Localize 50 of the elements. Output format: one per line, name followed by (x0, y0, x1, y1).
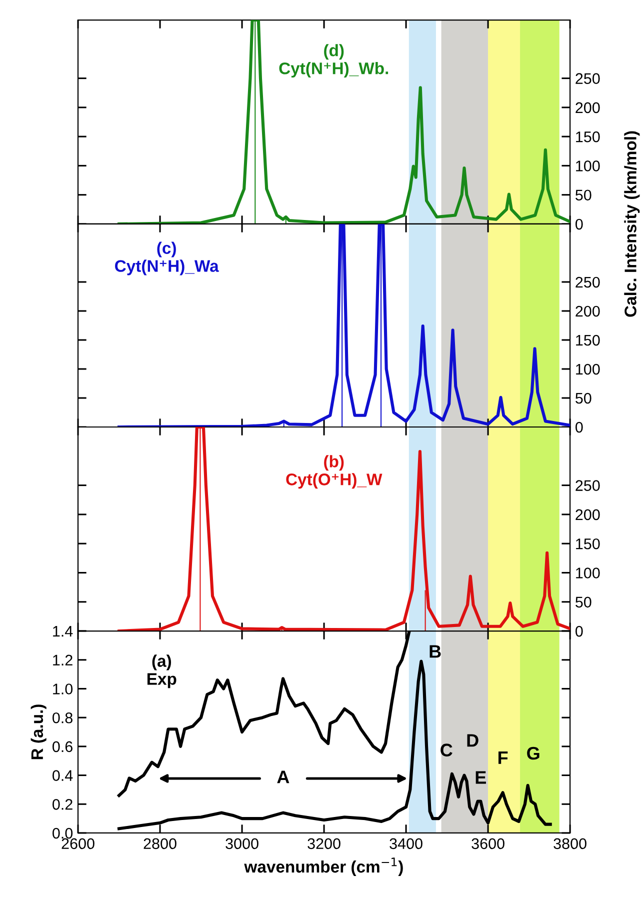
annotation: (c) Cyt(N⁺H)_Wa (115, 242, 219, 276)
annotation: E (476, 771, 486, 784)
y2-tick-label: 0 (576, 218, 583, 230)
annotation: (d) Cyt(N⁺H)_Wb. (279, 44, 388, 78)
y-axis-title: R (a.u.) (30, 704, 46, 760)
y2-tick-label: 150 (576, 538, 600, 550)
annotation: (b) Cyt(O⁺H)_W (286, 455, 382, 489)
y-tick-label: 0.4 (52, 770, 73, 781)
annotation: G (527, 746, 540, 760)
y-tick-label: 1.4 (53, 626, 73, 637)
x-tick-label: 3000 (226, 838, 258, 850)
y2-tick-label: 100 (576, 568, 600, 578)
y2-tick-label: 100 (576, 364, 600, 375)
y2-tick-label: 100 (576, 160, 600, 172)
y2-tick-label: 200 (576, 306, 600, 317)
y2-tick-label: 200 (576, 102, 600, 114)
annotation: C (440, 744, 452, 756)
y2-tick-label: 150 (576, 334, 600, 346)
y2-tick-label: 0 (576, 626, 583, 637)
x-tick-label: 2800 (144, 838, 176, 850)
y-tick-label: 0.2 (52, 799, 72, 810)
line-series (117, 20, 570, 224)
annotation: D (467, 734, 478, 747)
y-tick-label: 0.8 (52, 712, 72, 724)
y2-tick-label: 250 (576, 73, 600, 84)
y-tick-label: 0.0 (52, 828, 73, 839)
y2-tick-label: 50 (576, 392, 592, 404)
y2-tick-label: 250 (576, 276, 600, 288)
x-tick-label: 3200 (308, 838, 340, 850)
annotation: F (498, 752, 508, 764)
y2-tick-label: 50 (576, 596, 592, 608)
line-series (117, 224, 570, 427)
y2-tick-label: 0 (576, 422, 583, 433)
y-tick-label: 1.0 (53, 684, 73, 694)
y-tick-label: 0.6 (52, 741, 72, 752)
annotation: (a) Exp (147, 654, 176, 688)
y2-tick-label: 50 (576, 190, 592, 201)
annotation: B (430, 645, 441, 658)
x-axis-title: wavenumber (cm$^{−1}$) (244, 858, 403, 876)
y2-tick-label: 250 (576, 480, 600, 491)
y2-axis-title: Calc. Intensity (km/mol) (624, 131, 640, 317)
x-tick-label: 3800 (554, 838, 586, 850)
line-series (117, 427, 570, 632)
y2-tick-label: 200 (576, 509, 600, 520)
y-tick-label: 1.2 (53, 654, 72, 666)
y2-tick-label: 150 (576, 131, 600, 142)
x-tick-label: 3400 (390, 838, 422, 850)
annotation: A (277, 770, 290, 784)
x-tick-label: 2600 (62, 838, 94, 850)
x-tick-label: 3600 (472, 838, 504, 850)
